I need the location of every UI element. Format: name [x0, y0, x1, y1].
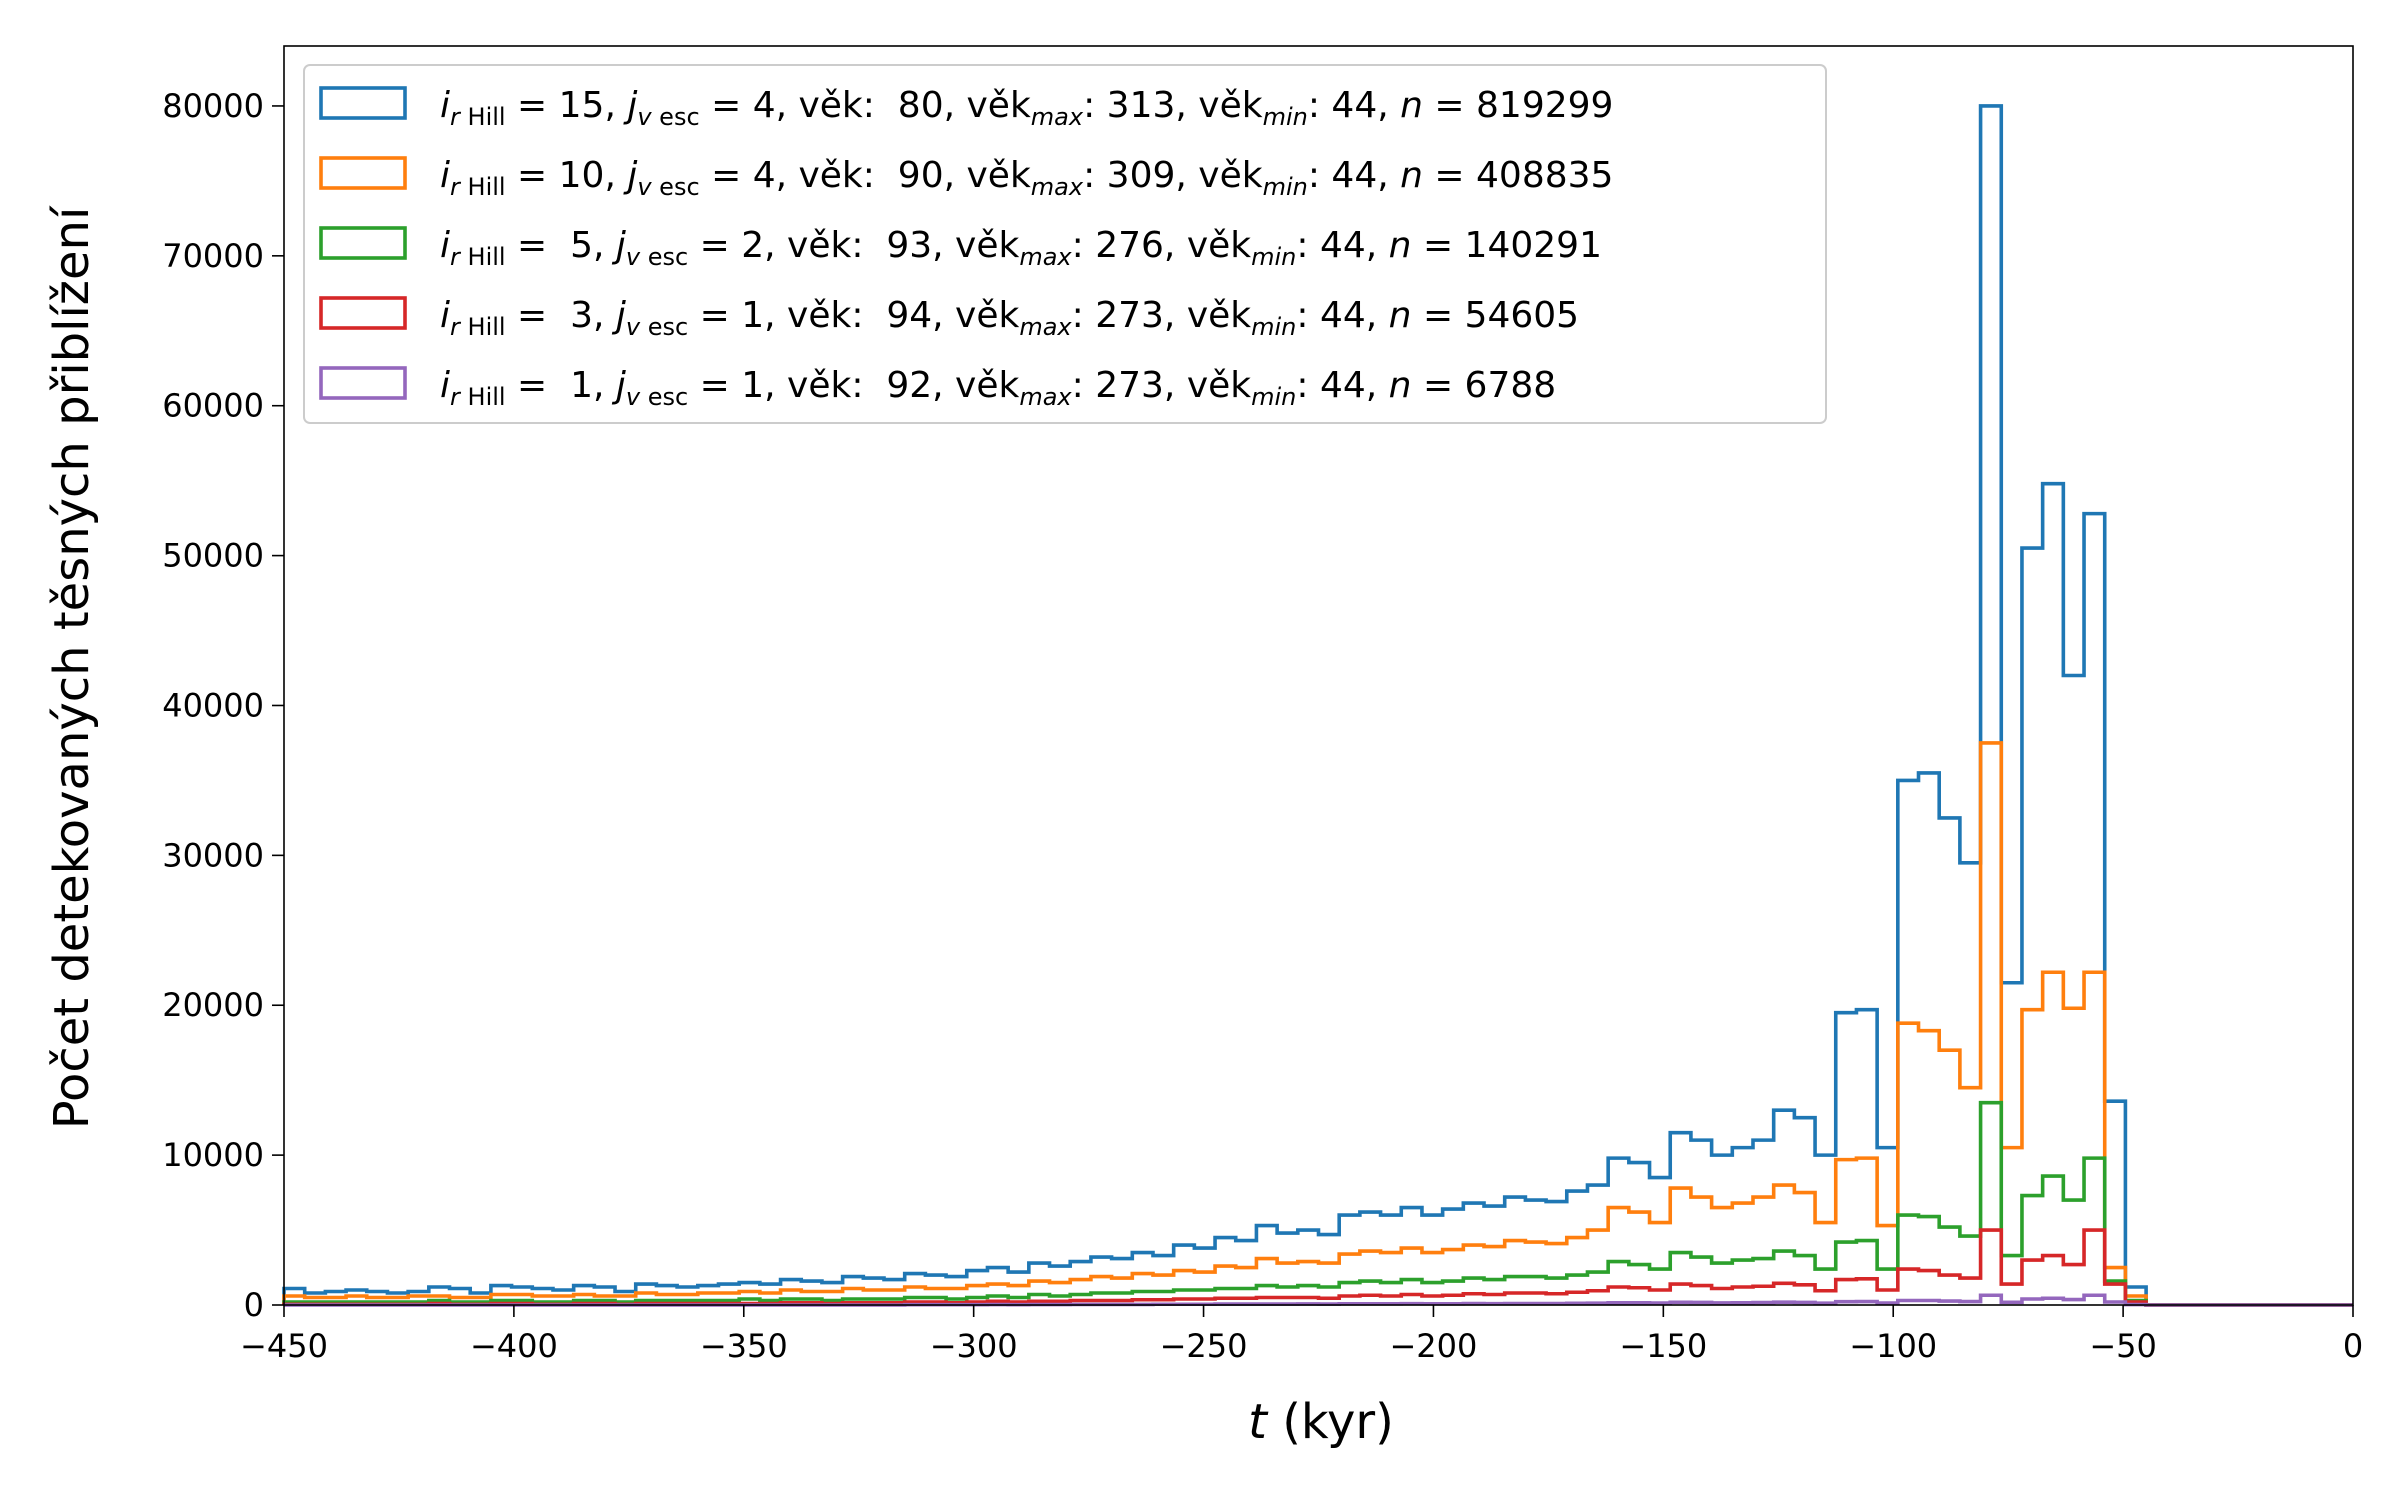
- legend-swatch-4: [319, 296, 407, 330]
- y-tick-label: 70000: [162, 237, 264, 275]
- ticks-layer: −450 −400 −350 −300 −250 −200 −150 −100 −50 0 0 100…: [162, 87, 2363, 1365]
- x-axis-variable: t: [1248, 1394, 1269, 1450]
- legend-label-1: ir Hill = 15, jv esc = 4, věk: 80, věkma…: [440, 85, 1613, 131]
- y-tick-label: 60000: [162, 387, 264, 425]
- y-tick-label: 0: [244, 1286, 264, 1324]
- y-tick-label: 50000: [162, 537, 264, 575]
- x-tick-label: −350: [700, 1327, 788, 1365]
- legend-label-2: ir Hill = 10, jv esc = 4, věk: 90, věkma…: [440, 155, 1613, 201]
- x-axis-title: t (kyr): [1248, 1394, 1394, 1450]
- legend-swatch-2: [319, 156, 407, 190]
- y-tick-label: 40000: [162, 686, 264, 724]
- x-tick-label: −200: [1389, 1327, 1477, 1365]
- histogram-series-2: [282, 741, 2353, 1307]
- y-tick-label: 30000: [162, 836, 264, 874]
- histogram-series-3: [282, 1100, 2353, 1307]
- plot-area-frame: [283, 45, 2354, 1306]
- histogram-series-1: [282, 104, 2353, 1307]
- legend-swatch-5: [319, 366, 407, 400]
- x-tick-label: 0: [2343, 1327, 2363, 1365]
- x-tick-label: −150: [1619, 1327, 1707, 1365]
- series-layer: [282, 104, 2353, 1307]
- x-axis-unit: (kyr): [1267, 1394, 1394, 1450]
- y-tick-label: 20000: [162, 986, 264, 1024]
- legend-swatch-1: [319, 86, 407, 120]
- legend-frame: [303, 64, 1827, 424]
- legend-swatch-3: [319, 226, 407, 260]
- y-tick-label: 80000: [162, 87, 264, 125]
- legend-label-3: ir Hill = 5, jv esc = 2, věk: 93, věkmax…: [440, 225, 1602, 271]
- x-tick-label: −450: [240, 1327, 328, 1365]
- legend-label-4: ir Hill = 3, jv esc = 1, věk: 94, věkmax…: [440, 295, 1579, 341]
- legend-label-5: ir Hill = 1, jv esc = 1, věk: 92, věkmax…: [440, 365, 1556, 411]
- x-tick-label: −300: [930, 1327, 1018, 1365]
- x-tick-label: −400: [470, 1327, 558, 1365]
- x-tick-label: −100: [1849, 1327, 1937, 1365]
- y-axis-title: Počet detekovaných těsných přiblížení: [44, 205, 100, 1129]
- x-tick-label: −50: [2089, 1327, 2157, 1365]
- y-tick-label: 10000: [162, 1136, 264, 1174]
- legend: ir Hill = 15, jv esc = 4, věk: 80, věkma…: [303, 64, 1827, 424]
- x-tick-label: −250: [1160, 1327, 1248, 1365]
